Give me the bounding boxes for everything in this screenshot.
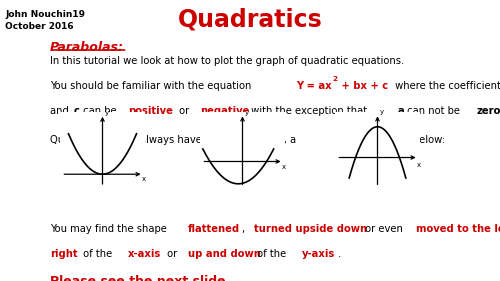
Text: + bx + c: + bx + c [338,81,388,90]
Text: .: . [338,249,341,259]
Text: ,: , [242,224,248,234]
Text: x-axis: x-axis [128,249,161,259]
Text: y: y [104,110,108,116]
Text: turned upside down: turned upside down [254,224,367,234]
Text: negative: negative [200,106,250,116]
Text: y: y [244,110,248,115]
Text: parabola: parabola [338,135,388,145]
Text: Quadratic graphs always have the basic shape, a: Quadratic graphs always have the basic s… [50,135,299,145]
Text: October 2016: October 2016 [5,22,73,31]
Text: You may find the shape: You may find the shape [50,224,170,234]
Text: Please see the next slide: Please see the next slide [50,275,226,281]
Text: y-axis: y-axis [302,249,335,259]
Text: y: y [380,110,384,115]
Text: Y = ax: Y = ax [296,81,332,90]
Text: You should be familiar with the equation: You should be familiar with the equation [50,81,255,90]
Text: moved to the left and: moved to the left and [416,224,500,234]
Text: flattened: flattened [188,224,240,234]
Text: can not be: can not be [404,106,463,116]
Text: can be: can be [80,106,120,116]
Text: up and down: up and down [188,249,261,259]
Text: Quadratics: Quadratics [178,7,322,31]
Text: x: x [142,176,146,182]
Text: x: x [416,162,420,168]
Text: John Nouchin19: John Nouchin19 [5,10,85,19]
Text: x: x [282,164,286,170]
Text: Parabolas:: Parabolas: [50,41,124,54]
Text: In this tutorial we look at how to plot the graph of quadratic equations.: In this tutorial we look at how to plot … [50,56,404,66]
Text: or even: or even [362,224,406,234]
Text: zero: zero [476,106,500,116]
Text: right: right [50,249,78,259]
Text: or: or [176,106,192,116]
Text: with the exception that: with the exception that [248,106,370,116]
Text: 2: 2 [332,76,337,82]
Text: c: c [74,106,80,116]
Text: of the: of the [254,249,290,259]
Text: , see below:: , see below: [386,135,445,145]
Text: positive: positive [128,106,173,116]
Text: or: or [164,249,180,259]
Text: of the: of the [80,249,116,259]
Text: a: a [398,106,405,116]
Text: and: and [50,106,72,116]
Text: where the coefficients of: where the coefficients of [392,81,500,90]
